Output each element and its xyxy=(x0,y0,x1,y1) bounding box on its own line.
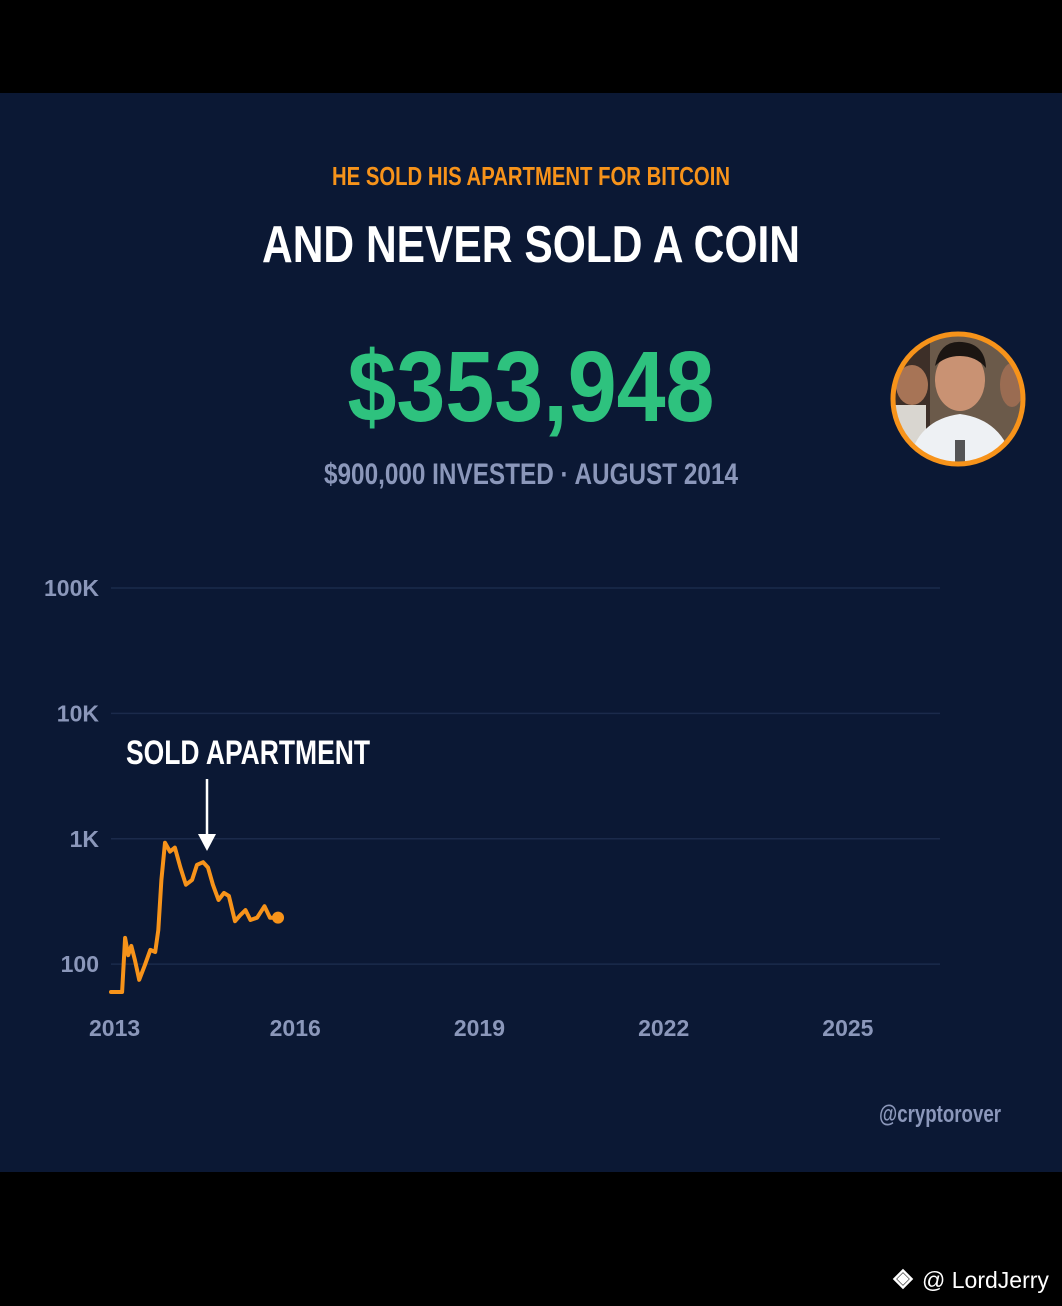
chart-title: AND NEVER SOLD A COIN xyxy=(262,216,800,274)
y-tick-label: 1K xyxy=(70,826,100,852)
avatar xyxy=(890,331,1026,467)
subtitle: $900,000 INVESTED · AUGUST 2014 xyxy=(324,458,738,491)
watermark-icon xyxy=(892,1268,914,1290)
panel xyxy=(0,93,1062,1172)
headline: $353,948 xyxy=(348,331,715,443)
watermark: @ LordJerry xyxy=(922,1267,1049,1293)
y-tick-label: 100 xyxy=(61,951,99,977)
y-tick-label: 100K xyxy=(44,575,99,601)
plot: 100K 10K 1K 100 2013 2016 2019 2022 2025 SOLD APA… xyxy=(44,575,940,1041)
annotation-arrowhead xyxy=(198,834,216,851)
x-tick-label: 2022 xyxy=(638,1015,689,1041)
x-tick-label: 2019 xyxy=(454,1015,505,1041)
x-tick-label: 2013 xyxy=(89,1015,140,1041)
kicker: HE SOLD HIS APARTMENT FOR BITCOIN xyxy=(332,161,730,191)
credit: @cryptorover xyxy=(879,1101,1001,1128)
price-line xyxy=(109,840,280,994)
x-tick-label: 2016 xyxy=(270,1015,321,1041)
end-point xyxy=(272,911,285,924)
annotation: SOLD APARTMENT xyxy=(126,734,370,772)
x-tick-label: 2025 xyxy=(822,1015,873,1041)
y-tick-label: 10K xyxy=(57,700,100,726)
